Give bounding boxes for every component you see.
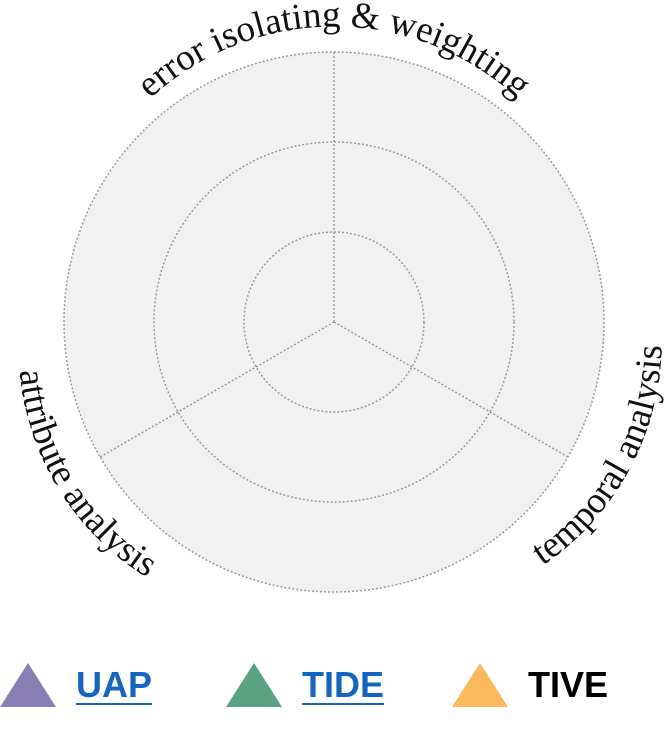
legend-link-tide[interactable]: TIDE [302, 664, 385, 705]
legend-item-tive: TIVE [452, 650, 608, 720]
legend-label-tive: TIVE [528, 664, 609, 705]
radar-chart: error isolating & weighting temporal ana… [10, 0, 666, 593]
radar-ring-2 [153, 141, 515, 503]
radar-spoke-right [333, 321, 569, 458]
legend-link-uap[interactable]: UAP [76, 664, 153, 705]
legend-item-tide[interactable]: TIDE [226, 650, 384, 720]
radar-ring-1 [243, 231, 425, 413]
radar-spoke-left [99, 321, 335, 458]
legend: UAP TIDE TIVE [0, 650, 666, 720]
triangle-icon [0, 663, 56, 707]
triangle-icon [226, 663, 282, 707]
legend-item-uap[interactable]: UAP [0, 650, 152, 720]
triangle-icon [452, 663, 508, 707]
